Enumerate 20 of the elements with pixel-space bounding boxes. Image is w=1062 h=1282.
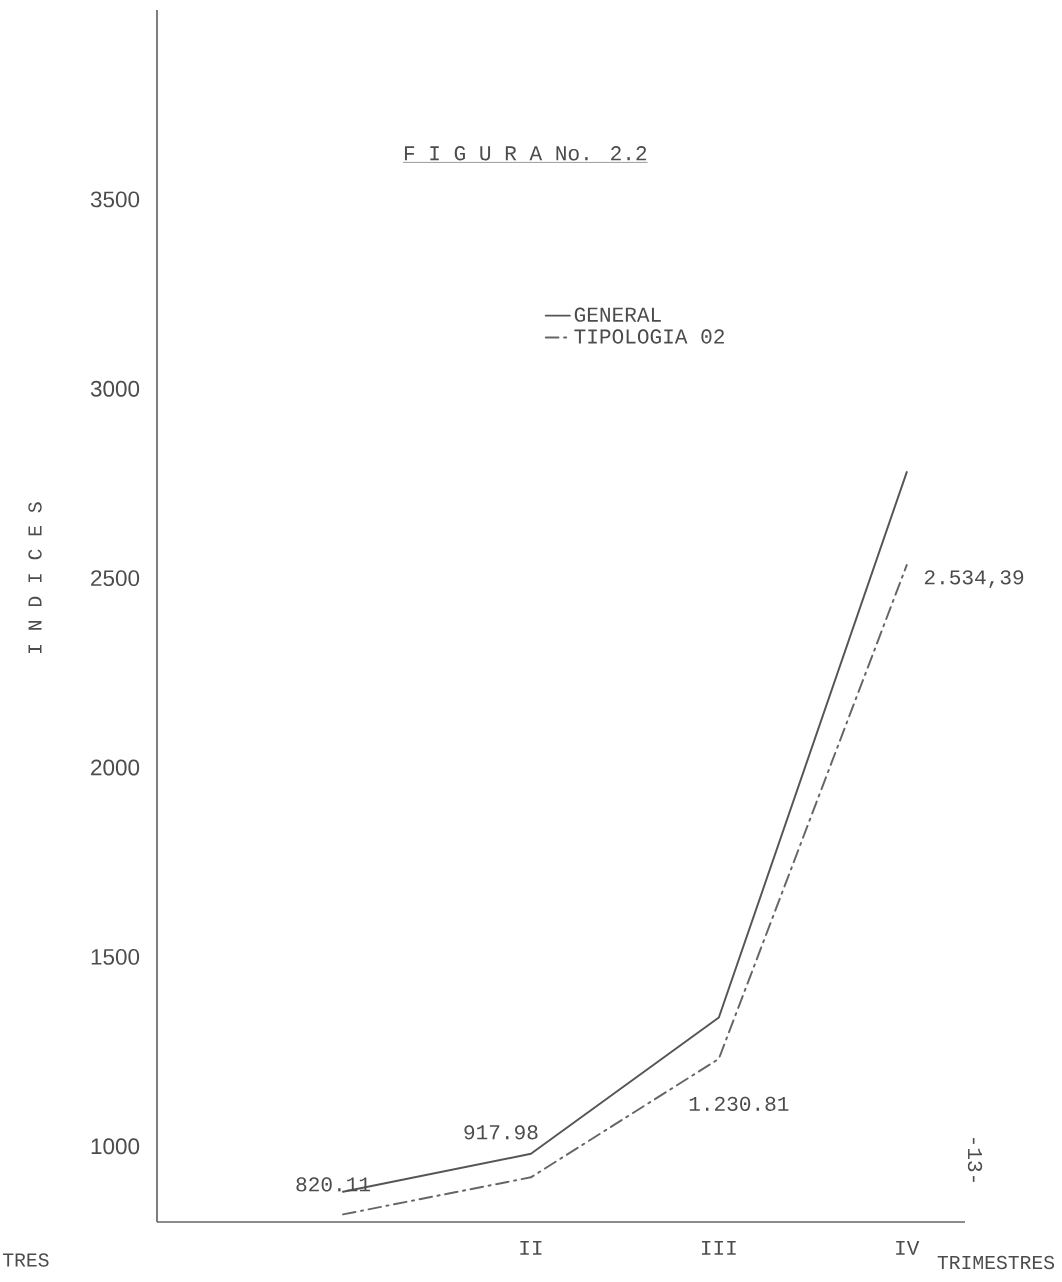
text: F I G U R A No. 2.2 — [404, 146, 647, 161]
text: -13- — [967, 1138, 983, 1182]
y-tick-label: 1500 — [91, 948, 140, 965]
x-tick-label: III — [701, 1240, 736, 1255]
y-tick-label: 2000 — [91, 759, 140, 776]
x-tick-label: IV — [896, 1240, 920, 1255]
legend-label: GENERAL — [574, 307, 661, 322]
data-label: 820.11 — [296, 1177, 370, 1192]
data-label: 2.534,39 — [924, 570, 1024, 588]
text: TRES — [3, 1253, 49, 1267]
y-tick-label: 3500 — [90, 191, 140, 208]
y-tick-label: 3000 — [90, 380, 140, 397]
y-tick-label: 1000 — [91, 1138, 140, 1155]
x-tick-label: II — [520, 1240, 542, 1255]
y-tick-label: 2500 — [91, 570, 140, 587]
data-label: 1.230.81 — [689, 1096, 789, 1111]
legend-label: TIPOLOGIA 02 — [574, 329, 724, 344]
x-axis-title: TRIMESTRES — [937, 1255, 1055, 1270]
data-label: 917.98 — [464, 1125, 538, 1140]
y-axis-title: I N D I C E S — [28, 502, 42, 653]
